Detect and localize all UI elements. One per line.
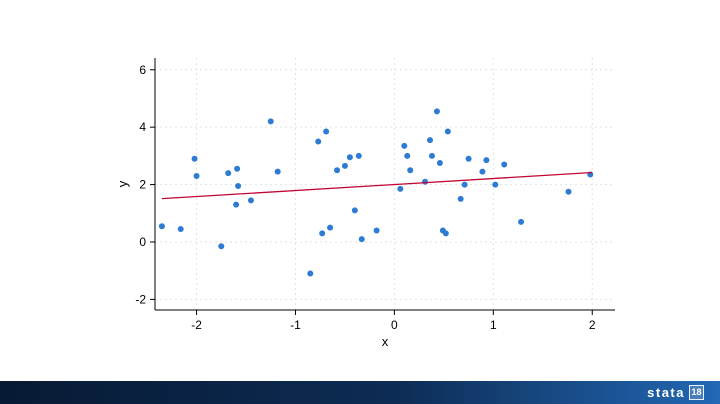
x-axis-title: x	[382, 334, 389, 349]
x-tick-label: 0	[391, 318, 398, 332]
scatter-point	[315, 138, 322, 145]
scatter-point	[274, 168, 281, 175]
scatter-point	[407, 167, 414, 174]
scatter-point	[565, 188, 572, 195]
scatter-point	[327, 224, 334, 231]
scatter-point	[355, 152, 362, 159]
scatter-point	[436, 160, 443, 167]
scatter-point	[479, 168, 486, 175]
scatter-point	[465, 155, 472, 162]
scatter-point	[433, 108, 440, 115]
scatter-point	[492, 181, 499, 188]
scatter-point	[191, 155, 198, 162]
scatter-point	[307, 270, 314, 277]
scatter-point	[334, 167, 341, 174]
x-tick-label: -1	[290, 318, 301, 332]
scatter-point	[404, 152, 411, 159]
scatter-point	[218, 243, 225, 250]
scatter-point	[158, 223, 165, 230]
scatter-point	[422, 178, 429, 185]
scatter-point	[193, 172, 200, 179]
scatter-point	[234, 165, 241, 172]
scatter-point	[501, 161, 508, 168]
scatter-point	[267, 118, 274, 125]
scatter-point	[444, 128, 451, 135]
scatter-point	[373, 227, 380, 234]
scatter-point	[346, 154, 353, 161]
scatter-point	[397, 185, 404, 192]
y-tick-label: 6	[139, 63, 146, 77]
scatter-point	[247, 197, 254, 204]
fit-line	[161, 171, 593, 200]
scatter-point	[233, 201, 240, 208]
scatter-point	[461, 181, 468, 188]
scatter-point	[518, 218, 525, 225]
scatter-point	[427, 137, 434, 144]
scatter-point	[442, 230, 449, 237]
x-tick-label: 2	[589, 318, 596, 332]
stata-wordmark: stata	[647, 385, 685, 400]
x-tick-label: 1	[490, 318, 497, 332]
footer-bar: stata 18	[0, 381, 720, 404]
y-tick-label: 0	[139, 235, 146, 249]
scatter-point	[428, 152, 435, 159]
stata-logo: stata 18	[647, 385, 704, 400]
scatter-point	[358, 236, 365, 243]
y-tick-label: 4	[139, 120, 146, 134]
x-tick-label: -2	[191, 318, 202, 332]
y-tick-label: 2	[139, 178, 146, 192]
scatter-point	[323, 128, 330, 135]
scatter-point	[319, 230, 326, 237]
y-axis-title: y	[115, 180, 130, 187]
stata-version-badge: 18	[689, 385, 704, 400]
scatter-point	[225, 170, 232, 177]
scatter-point	[341, 162, 348, 169]
scatter-point	[483, 157, 490, 164]
scatter-point	[401, 142, 408, 149]
y-tick-label: -2	[135, 292, 146, 306]
scatter-chart: -2 0 2 4 6 -2 -1 0 1 2 x y	[115, 58, 615, 349]
scatter-point	[235, 183, 242, 190]
scatter-point	[457, 195, 464, 202]
scatter-point	[351, 207, 358, 214]
scatter-point	[177, 226, 184, 233]
